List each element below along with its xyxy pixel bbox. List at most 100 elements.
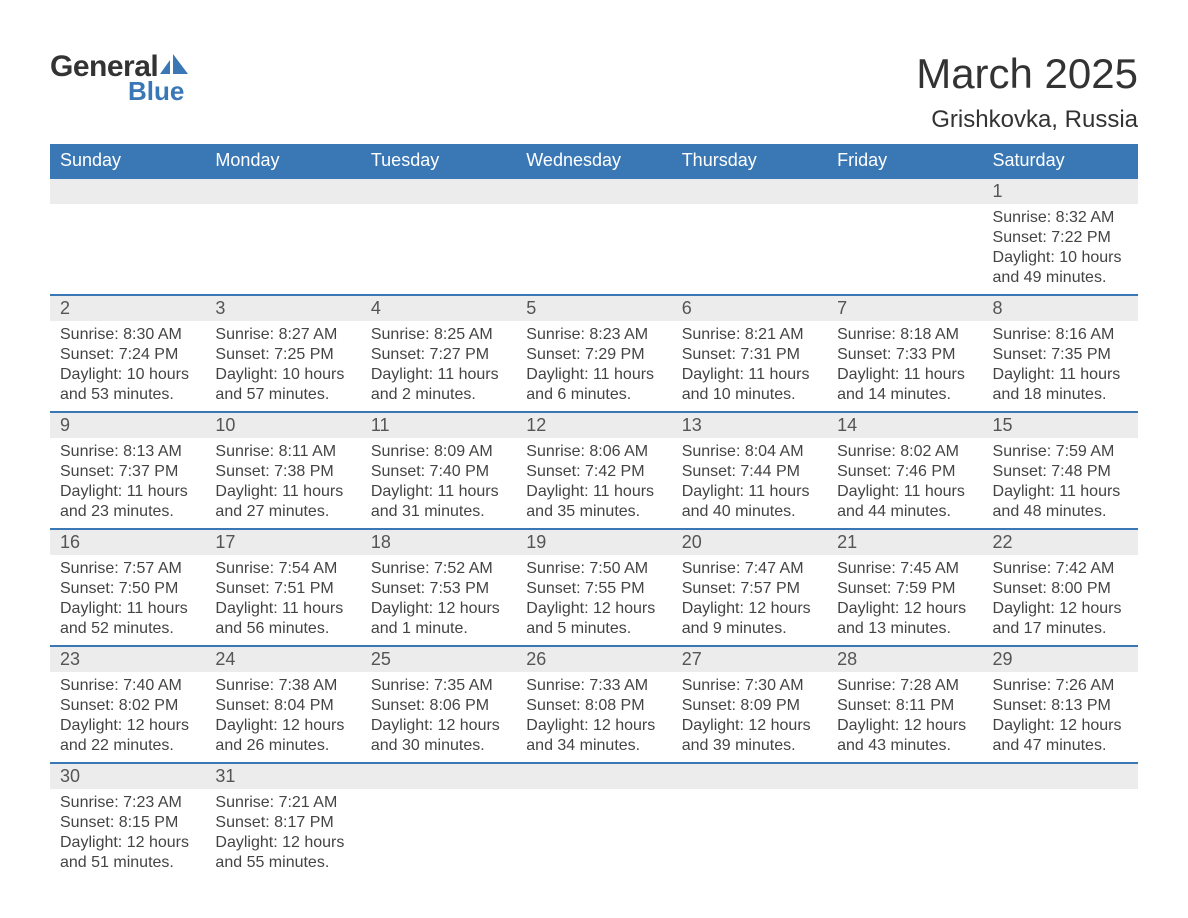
sunset-line: Sunset: 7:31 PM (682, 345, 817, 365)
sunrise-line: Sunrise: 8:16 AM (993, 325, 1128, 345)
day-number-cell: 25 (361, 646, 516, 672)
sunrise-line: Sunrise: 7:40 AM (60, 676, 195, 696)
sunrise-line: Sunrise: 7:45 AM (837, 559, 972, 579)
day-number-row: 1 (50, 178, 1138, 204)
daylight-line: Daylight: 12 hours and 1 minute. (371, 599, 506, 639)
day-number-cell: 30 (50, 763, 205, 789)
day-detail-cell: Sunrise: 7:38 AMSunset: 8:04 PMDaylight:… (205, 672, 360, 763)
day-number-cell: 9 (50, 412, 205, 438)
daylight-line: Daylight: 12 hours and 30 minutes. (371, 716, 506, 756)
daylight-line: Daylight: 11 hours and 31 minutes. (371, 482, 506, 522)
sunrise-line: Sunrise: 7:38 AM (215, 676, 350, 696)
daylight-line: Daylight: 11 hours and 56 minutes. (215, 599, 350, 639)
day-number-cell (50, 178, 205, 204)
daylight-line: Daylight: 11 hours and 18 minutes. (993, 365, 1128, 405)
day-detail-row: Sunrise: 8:13 AMSunset: 7:37 PMDaylight:… (50, 438, 1138, 529)
daylight-line: Daylight: 12 hours and 39 minutes. (682, 716, 817, 756)
logo-text-blue: Blue (128, 76, 184, 107)
day-detail-cell: Sunrise: 7:26 AMSunset: 8:13 PMDaylight:… (983, 672, 1138, 763)
daylight-line: Daylight: 11 hours and 48 minutes. (993, 482, 1128, 522)
sunset-line: Sunset: 8:09 PM (682, 696, 817, 716)
sunrise-line: Sunrise: 8:09 AM (371, 442, 506, 462)
daylight-line: Daylight: 11 hours and 44 minutes. (837, 482, 972, 522)
sunset-line: Sunset: 7:55 PM (526, 579, 661, 599)
sunrise-line: Sunrise: 8:21 AM (682, 325, 817, 345)
day-number-cell (516, 763, 671, 789)
day-detail-cell: Sunrise: 7:30 AMSunset: 8:09 PMDaylight:… (672, 672, 827, 763)
day-number-cell (361, 763, 516, 789)
sunrise-line: Sunrise: 7:33 AM (526, 676, 661, 696)
day-detail-cell: Sunrise: 7:35 AMSunset: 8:06 PMDaylight:… (361, 672, 516, 763)
weekday-header: Wednesday (516, 144, 671, 178)
daylight-line: Daylight: 10 hours and 57 minutes. (215, 365, 350, 405)
weekday-header: Tuesday (361, 144, 516, 178)
day-number-cell: 8 (983, 295, 1138, 321)
day-number-cell: 15 (983, 412, 1138, 438)
page-title: March 2025 (916, 50, 1138, 98)
sunset-line: Sunset: 8:08 PM (526, 696, 661, 716)
day-detail-cell: Sunrise: 8:13 AMSunset: 7:37 PMDaylight:… (50, 438, 205, 529)
sunrise-line: Sunrise: 7:26 AM (993, 676, 1128, 696)
day-number-cell: 22 (983, 529, 1138, 555)
daylight-line: Daylight: 11 hours and 2 minutes. (371, 365, 506, 405)
sunrise-line: Sunrise: 7:30 AM (682, 676, 817, 696)
sunset-line: Sunset: 7:48 PM (993, 462, 1128, 482)
day-detail-cell (50, 204, 205, 295)
title-block: March 2025 Grishkovka, Russia (916, 50, 1138, 134)
daylight-line: Daylight: 11 hours and 27 minutes. (215, 482, 350, 522)
sunrise-line: Sunrise: 8:11 AM (215, 442, 350, 462)
day-detail-cell: Sunrise: 8:21 AMSunset: 7:31 PMDaylight:… (672, 321, 827, 412)
day-number-cell (827, 178, 982, 204)
day-detail-cell: Sunrise: 7:52 AMSunset: 7:53 PMDaylight:… (361, 555, 516, 646)
day-number-cell: 20 (672, 529, 827, 555)
day-detail-cell: Sunrise: 7:50 AMSunset: 7:55 PMDaylight:… (516, 555, 671, 646)
sunrise-line: Sunrise: 8:06 AM (526, 442, 661, 462)
sunrise-line: Sunrise: 8:25 AM (371, 325, 506, 345)
day-number-cell: 27 (672, 646, 827, 672)
sunrise-line: Sunrise: 8:27 AM (215, 325, 350, 345)
day-number-cell (672, 178, 827, 204)
day-number-cell: 19 (516, 529, 671, 555)
sunset-line: Sunset: 8:15 PM (60, 813, 195, 833)
day-detail-cell (672, 789, 827, 879)
daylight-line: Daylight: 12 hours and 51 minutes. (60, 833, 195, 873)
daylight-line: Daylight: 10 hours and 49 minutes. (993, 248, 1128, 288)
sunrise-line: Sunrise: 7:21 AM (215, 793, 350, 813)
day-number-cell: 23 (50, 646, 205, 672)
day-detail-cell: Sunrise: 8:06 AMSunset: 7:42 PMDaylight:… (516, 438, 671, 529)
day-detail-cell (983, 789, 1138, 879)
sunset-line: Sunset: 7:53 PM (371, 579, 506, 599)
sunrise-line: Sunrise: 8:18 AM (837, 325, 972, 345)
day-detail-row: Sunrise: 7:57 AMSunset: 7:50 PMDaylight:… (50, 555, 1138, 646)
daylight-line: Daylight: 10 hours and 53 minutes. (60, 365, 195, 405)
day-number-cell: 16 (50, 529, 205, 555)
day-detail-cell: Sunrise: 7:21 AMSunset: 8:17 PMDaylight:… (205, 789, 360, 879)
sunset-line: Sunset: 7:35 PM (993, 345, 1128, 365)
weekday-header: Monday (205, 144, 360, 178)
sunset-line: Sunset: 7:27 PM (371, 345, 506, 365)
day-detail-cell: Sunrise: 7:47 AMSunset: 7:57 PMDaylight:… (672, 555, 827, 646)
day-detail-cell (361, 204, 516, 295)
day-number-cell: 29 (983, 646, 1138, 672)
daylight-line: Daylight: 11 hours and 35 minutes. (526, 482, 661, 522)
day-number-cell: 31 (205, 763, 360, 789)
sunrise-line: Sunrise: 7:47 AM (682, 559, 817, 579)
sunset-line: Sunset: 8:00 PM (993, 579, 1128, 599)
day-detail-cell (827, 204, 982, 295)
daylight-line: Daylight: 12 hours and 26 minutes. (215, 716, 350, 756)
sunrise-line: Sunrise: 7:28 AM (837, 676, 972, 696)
sunrise-line: Sunrise: 8:04 AM (682, 442, 817, 462)
day-number-cell: 13 (672, 412, 827, 438)
day-number-cell (983, 763, 1138, 789)
day-number-row: 9101112131415 (50, 412, 1138, 438)
day-detail-cell: Sunrise: 8:30 AMSunset: 7:24 PMDaylight:… (50, 321, 205, 412)
header: General Blue March 2025 Grishkovka, Russ… (50, 50, 1138, 134)
day-detail-row: Sunrise: 7:23 AMSunset: 8:15 PMDaylight:… (50, 789, 1138, 879)
day-detail-cell (205, 204, 360, 295)
weekday-header-row: Sunday Monday Tuesday Wednesday Thursday… (50, 144, 1138, 178)
day-number-cell (361, 178, 516, 204)
daylight-line: Daylight: 11 hours and 23 minutes. (60, 482, 195, 522)
weekday-header: Thursday (672, 144, 827, 178)
day-number-cell: 3 (205, 295, 360, 321)
sunset-line: Sunset: 7:33 PM (837, 345, 972, 365)
